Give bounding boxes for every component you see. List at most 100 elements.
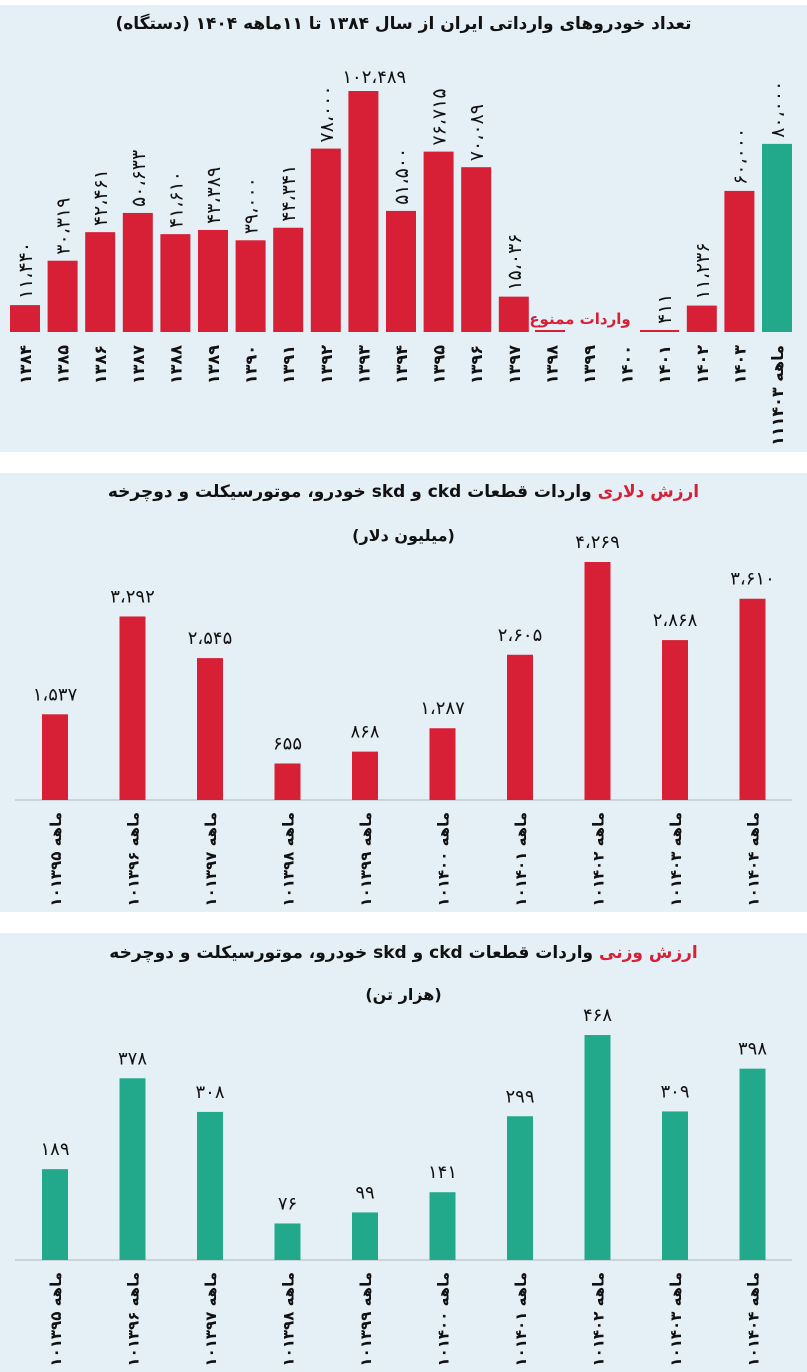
chart1-category-label: ۱۴۰۱ <box>655 345 674 384</box>
chart1-category-label: ۱۳۹۸ <box>542 345 561 384</box>
chart2-value-label: ۱،۵۳۷ <box>33 684 78 705</box>
chart2-bar <box>584 562 611 800</box>
chart1-bar <box>122 212 153 332</box>
chart3-title-accent: ارزش وزنی <box>599 943 698 963</box>
chart2-value-label: ۶۵۵ <box>273 733 302 754</box>
chart1-value-label: ۳۰،۳۱۹ <box>53 198 75 255</box>
chart1-category-label: ۱۳۹۳ <box>354 345 373 384</box>
chart1-bar <box>724 190 755 332</box>
chart3-category-label: ۱۰ماهه ۱۳۹۶ <box>125 1272 143 1367</box>
chart2-value-label: ۴،۲۶۹ <box>575 532 619 553</box>
chart2-category-label: ۱۰ماهه ۱۴۰۳ <box>667 812 685 907</box>
chart3-category-label: ۱۰ماهه ۱۴۰۱ <box>512 1272 530 1367</box>
chart1-bar <box>386 210 416 332</box>
chart1-category-label: ۱۳۹۱ <box>279 345 298 384</box>
chart1-value-label: ۴۲،۴۶۱ <box>90 169 112 226</box>
chart1-category-label: ۱۳۸۷ <box>129 345 148 384</box>
chart1-category-label: ۱۴۰۳ <box>730 345 749 384</box>
chart2-title-accent: ارزش دلاری <box>597 482 700 502</box>
chart3-value-label: ۱۸۹ <box>40 1139 69 1160</box>
chart1-category-label: ۱۳۹۶ <box>467 345 486 384</box>
chart2-value-label: ۳،۲۹۲ <box>110 586 154 607</box>
chart2-value-label: ۳،۶۱۰ <box>730 569 774 590</box>
chart2-value-label: ۸۶۸ <box>350 722 379 743</box>
chart2-category-label: ۱۰ماهه ۱۳۹۶ <box>125 812 143 907</box>
chart2-category-label: ۱۰ماهه ۱۳۹۵ <box>47 812 65 907</box>
chart3-value-label: ۷۶ <box>278 1193 297 1214</box>
chart2-value-label: ۲،۵۴۵ <box>188 628 232 649</box>
chart3-bar <box>739 1068 766 1260</box>
chart3-bar <box>662 1111 688 1260</box>
chart1-bar <box>348 91 379 332</box>
chart2-bar <box>429 728 456 800</box>
chart1-bar <box>10 305 40 332</box>
chart1-value-label: ۱۱،۲۳۶ <box>692 242 714 299</box>
chart1-bar <box>498 296 529 332</box>
chart3-bar <box>119 1078 146 1260</box>
chart1-category-label: ۱۴۰۰ <box>618 345 637 384</box>
chart2-title-main: واردات قطعات ckd و skd خودرو، موتورسیکلت… <box>107 482 592 502</box>
chart1-bar <box>686 305 717 332</box>
chart1-value-label: ۶۰،۰۰۰ <box>729 128 751 185</box>
chart3-category-label: ۱۰ماهه ۱۴۰۳ <box>667 1272 685 1367</box>
chart3-category-label: ۱۰ماهه ۱۳۹۸ <box>280 1272 298 1367</box>
chart2-value-label: ۱،۲۸۷ <box>420 698 465 719</box>
chart1-value-label: ۱۰۲،۴۸۹ <box>342 67 406 88</box>
chart3-category-label: ۱۰ماهه ۱۳۹۵ <box>47 1272 65 1367</box>
chart3-category-label: ۱۰ماهه ۱۴۰۲ <box>590 1272 608 1367</box>
chart3-category-label: ۱۰ماهه ۱۴۰۰ <box>435 1272 453 1367</box>
chart1-value-label: ۵۰،۶۳۳ <box>128 150 150 207</box>
chart2-category-label: ۱۰ماهه ۱۴۰۰ <box>435 812 453 907</box>
chart2-category-label: ۱۰ماهه ۱۳۹۹ <box>357 812 375 907</box>
chart1-bar <box>273 227 304 332</box>
chart1-category-label: ۱۴۰۲ <box>693 345 712 384</box>
chart2-title: ارزش دلاری واردات قطعات ckd و skd خودرو،… <box>0 482 807 502</box>
chart1: ۱۱،۴۴۰ ۱۳۸۴ ۳۰،۳۱۹ ۱۳۸۵ ۴۲،۴۶۱ ۱۳۸۶ ۵۰،۶۳۳ ۱۳۸۷… <box>10 67 792 446</box>
chart2-category-label: ۱۰ماهه ۱۴۰۴ <box>745 812 763 907</box>
chart2-subtitle: (میلیون دلار) <box>352 526 455 545</box>
chart3-bar <box>429 1192 456 1260</box>
chart1-category-label: ۱۳۸۸ <box>166 345 185 384</box>
chart1-category-label: ۱۳۸۹ <box>204 345 223 384</box>
chart3-value-label: ۳۰۹ <box>660 1081 689 1102</box>
chart3-value-label: ۹۹ <box>355 1182 374 1203</box>
chart3-value-label: ۳۷۸ <box>118 1048 147 1069</box>
chart1-category-label: ۱۱ماهه ۱۴۰۳ <box>768 345 787 446</box>
chart1-value-label: ۴۱۱ <box>654 293 676 324</box>
chart2-bar <box>352 751 378 800</box>
chart3-subtitle: (هزار تن) <box>365 985 442 1004</box>
chart1-value-label: ۴۱،۶۱۰ <box>165 171 187 228</box>
chart1-category-label: ۱۳۹۹ <box>580 345 599 384</box>
chart1-category-label: ۱۳۹۵ <box>430 345 449 384</box>
chart1-bar <box>762 143 792 332</box>
chart2-category-label: ۱۰ماهه ۱۳۹۸ <box>280 812 298 907</box>
chart1-value-label: ۴۴،۳۴۱ <box>278 165 300 222</box>
chart3-bar <box>274 1223 301 1260</box>
chart1-annotation: واردات ممنوع <box>529 310 630 328</box>
chart3-category-label: ۱۰ماهه ۱۴۰۴ <box>745 1272 763 1367</box>
chart1-category-label: ۱۳۹۷ <box>505 345 524 384</box>
chart2-category-label: ۱۰ماهه ۱۴۰۲ <box>590 812 608 907</box>
chart1-category-label: ۱۳۹۴ <box>392 345 411 384</box>
chart1-title: تعداد خودروهای وارداتی ایران از سال ۱۳۸۴… <box>115 14 692 34</box>
chart2-bar <box>197 658 223 800</box>
chart1-value-label: ۷۰،۰۸۹ <box>466 104 488 161</box>
chart3-title-main: واردات قطعات ckd و skd خودرو، موتورسیکلت… <box>109 943 594 963</box>
chart2-bar <box>274 763 301 800</box>
chart3-bar <box>507 1116 533 1260</box>
chart1-value-label: ۷۸،۰۰۰ <box>316 85 338 142</box>
chart1-bar <box>235 240 266 332</box>
chart3-category-label: ۱۰ماهه ۱۳۹۹ <box>357 1272 375 1367</box>
chart2-category-label: ۱۰ماهه ۱۳۹۷ <box>202 812 220 907</box>
chart1-category-label: ۱۳۹۲ <box>317 345 336 384</box>
chart1-value-label: ۴۳،۳۸۹ <box>203 167 225 224</box>
chart3-bar <box>352 1212 378 1260</box>
chart1-bar <box>310 148 341 332</box>
chart3-value-label: ۴۶۸ <box>583 1005 612 1026</box>
chart1-bar <box>461 167 492 332</box>
chart1-bar <box>198 229 228 332</box>
chart2-bar <box>507 654 533 800</box>
chart2: ۱،۵۳۷ ۱۰ماهه ۱۳۹۵ ۳،۲۹۲ ۱۰ماهه ۱۳۹۶ ۲،۵۴۵ ۱۰م… <box>15 532 792 907</box>
chart3-bar <box>197 1111 223 1260</box>
chart1-category-label: ۱۳۸۶ <box>91 345 110 384</box>
